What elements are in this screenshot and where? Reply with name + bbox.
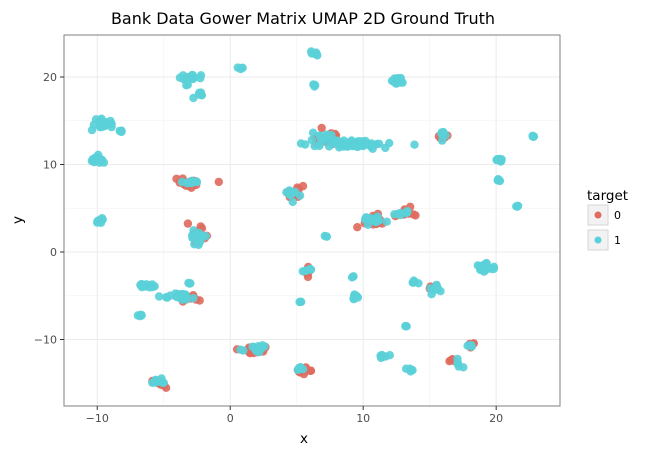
data-point — [529, 132, 538, 141]
data-point — [189, 293, 198, 303]
chart-title: Bank Data Gower Matrix UMAP 2D Ground Tr… — [111, 9, 495, 28]
data-point — [182, 81, 191, 90]
x-axis-ticks: −10 0 10 20 — [86, 406, 503, 425]
data-point — [254, 342, 263, 351]
data-point — [382, 217, 391, 226]
data-point — [96, 155, 106, 164]
data-point — [309, 80, 318, 89]
data-point — [183, 219, 193, 228]
data-point — [154, 292, 164, 301]
data-point — [317, 123, 326, 133]
data-point — [349, 294, 358, 303]
legend-label: 1 — [614, 234, 621, 247]
data-point — [296, 139, 306, 148]
legend-swatch — [594, 236, 602, 244]
data-point — [294, 363, 304, 372]
data-point — [166, 291, 175, 300]
data-point — [401, 321, 410, 331]
data-point — [512, 202, 521, 211]
data-point — [185, 74, 194, 83]
data-point — [437, 128, 446, 137]
data-point — [495, 156, 505, 166]
data-point — [288, 197, 297, 207]
data-point — [136, 310, 145, 319]
data-point — [340, 141, 350, 150]
series-1 — [87, 47, 539, 387]
x-tick-label: 10 — [356, 412, 370, 425]
data-point — [91, 115, 101, 124]
data-point — [426, 284, 435, 293]
y-tick-label: 0 — [50, 246, 57, 259]
data-point — [95, 215, 105, 224]
data-point — [433, 284, 442, 293]
y-tick-label: −10 — [34, 334, 57, 347]
data-point — [403, 208, 412, 217]
data-point — [308, 128, 318, 137]
data-point — [374, 139, 384, 148]
data-point — [347, 273, 357, 282]
data-point — [408, 278, 417, 287]
data-point — [410, 140, 419, 149]
data-point — [196, 74, 205, 83]
data-point — [107, 119, 116, 128]
panel-background — [64, 35, 560, 406]
y-tick-label: 20 — [43, 71, 57, 84]
data-point — [189, 93, 198, 103]
y-axis-title: y — [10, 216, 26, 224]
data-point — [353, 223, 362, 232]
data-point — [349, 140, 359, 149]
plot-border — [63, 34, 561, 407]
data-point — [195, 88, 204, 98]
data-point — [307, 135, 317, 145]
data-point — [406, 367, 415, 376]
x-axis-title: x — [300, 431, 308, 447]
data-point — [87, 125, 97, 135]
data-point — [322, 232, 331, 241]
data-point — [395, 209, 404, 218]
data-point — [477, 262, 486, 271]
legend-label: 0 — [614, 209, 621, 222]
data-point — [295, 191, 305, 200]
data-point — [184, 278, 193, 288]
data-point — [307, 49, 316, 58]
data-point — [377, 350, 387, 360]
data-point — [95, 122, 105, 132]
data-point — [151, 375, 160, 384]
data-point — [446, 356, 456, 365]
data-point — [391, 78, 400, 88]
data-point — [195, 237, 205, 246]
data-point — [239, 346, 248, 355]
data-point — [320, 134, 329, 143]
data-point — [159, 378, 168, 387]
x-tick-label: 0 — [227, 412, 234, 425]
plot-panel — [64, 35, 560, 406]
x-tick-label: −10 — [86, 412, 109, 425]
data-point — [495, 176, 505, 186]
data-point — [117, 126, 126, 135]
data-point — [438, 136, 447, 145]
y-axis-ticks: −10 0 10 20 — [34, 71, 64, 347]
data-point — [296, 297, 305, 306]
legend: target 0 1 — [587, 188, 628, 251]
data-point — [370, 215, 380, 224]
data-point — [453, 359, 462, 368]
data-point — [177, 177, 187, 187]
legend-title: target — [587, 188, 628, 204]
data-point — [467, 341, 476, 350]
data-point — [238, 63, 247, 72]
x-tick-label: 20 — [489, 412, 503, 425]
data-point — [381, 143, 390, 153]
data-point — [148, 280, 157, 289]
data-point — [285, 186, 294, 195]
data-point — [194, 228, 203, 237]
data-point — [298, 267, 307, 276]
data-point — [178, 290, 187, 299]
data-point — [214, 177, 223, 187]
data-points — [87, 47, 539, 392]
y-tick-label: 10 — [43, 159, 57, 172]
legend-swatch — [594, 211, 602, 219]
